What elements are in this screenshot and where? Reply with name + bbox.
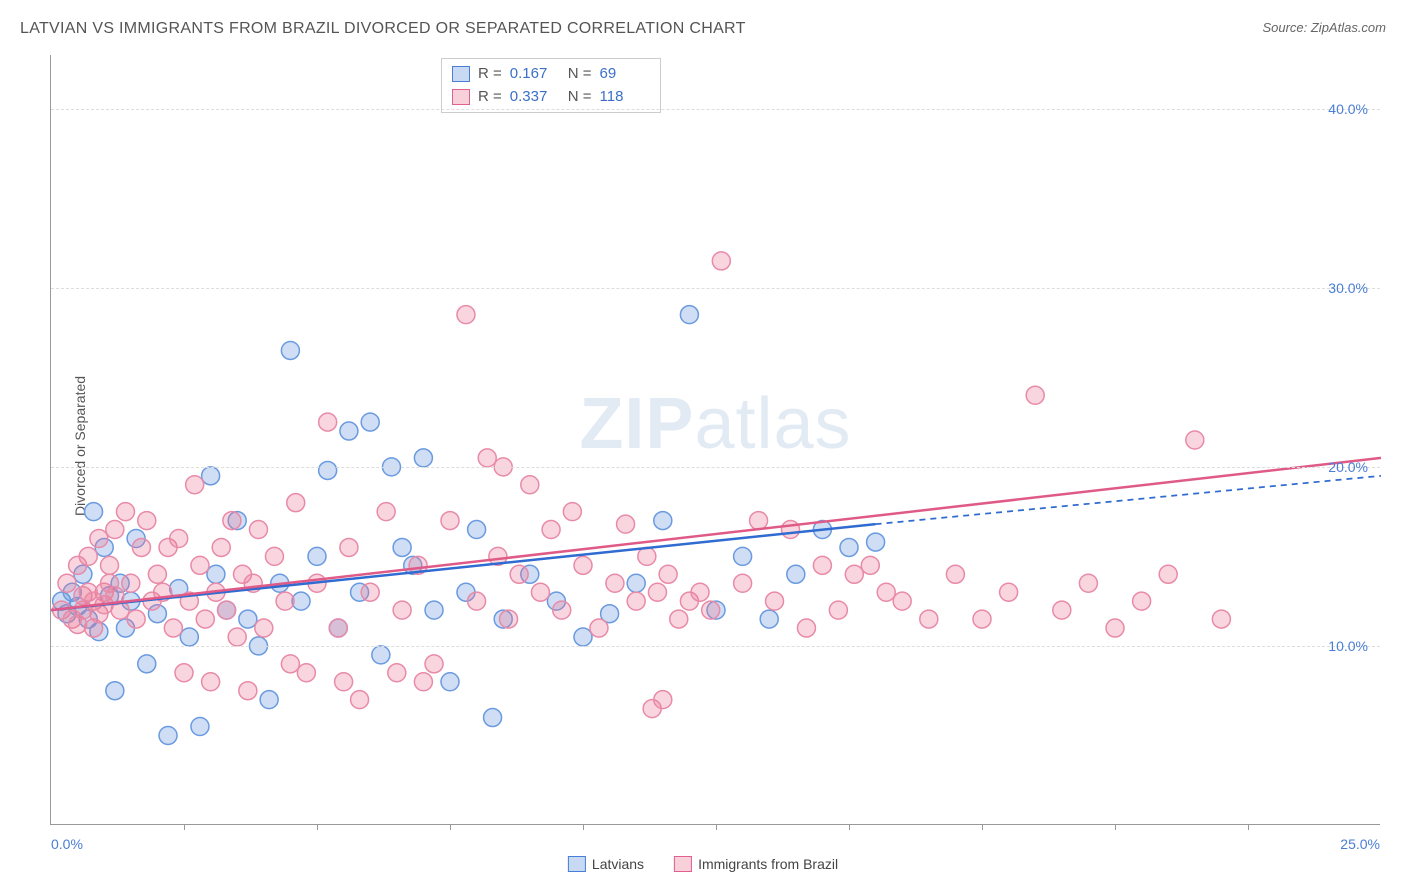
x-axis-min-label: 0.0% xyxy=(51,836,83,852)
source-value: ZipAtlas.com xyxy=(1311,20,1386,35)
stat-n-val: 69 xyxy=(600,63,650,86)
stats-row: R = 0.337 N = 118 xyxy=(452,86,650,109)
stat-r-label: R = xyxy=(478,86,502,109)
bottom-legend: Latvians Immigrants from Brazil xyxy=(568,856,838,872)
swatch-icon xyxy=(452,89,470,105)
stats-row: R = 0.167 N = 69 xyxy=(452,63,650,86)
stats-box: R = 0.167 N = 69 R = 0.337 N = 118 xyxy=(441,58,661,113)
chart-title: LATVIAN VS IMMIGRANTS FROM BRAZIL DIVORC… xyxy=(20,20,746,38)
stat-r-val: 0.337 xyxy=(510,86,560,109)
chart-container: LATVIAN VS IMMIGRANTS FROM BRAZIL DIVORC… xyxy=(0,0,1406,892)
y-tick-label: 10.0% xyxy=(1328,638,1368,654)
stat-n-label: N = xyxy=(568,86,592,109)
swatch-icon xyxy=(568,856,586,872)
swatch-icon xyxy=(674,856,692,872)
y-tick-label: 20.0% xyxy=(1328,459,1368,475)
source-label: Source: xyxy=(1262,20,1310,35)
source-attribution: Source: ZipAtlas.com xyxy=(1262,20,1386,35)
legend-label: Latvians xyxy=(592,856,644,872)
stat-n-label: N = xyxy=(568,63,592,86)
legend-item: Latvians xyxy=(568,856,644,872)
stat-r-val: 0.167 xyxy=(510,63,560,86)
x-axis-max-label: 25.0% xyxy=(1340,836,1380,852)
stat-n-val: 118 xyxy=(600,86,650,109)
legend-item: Immigrants from Brazil xyxy=(674,856,838,872)
y-tick-label: 40.0% xyxy=(1328,101,1368,117)
swatch-icon xyxy=(452,66,470,82)
legend-label: Immigrants from Brazil xyxy=(698,856,838,872)
y-tick-label: 30.0% xyxy=(1328,280,1368,296)
plot-area: ZIPatlas R = 0.167 N = 69 R = 0.337 N = … xyxy=(50,55,1380,825)
stat-r-label: R = xyxy=(478,63,502,86)
plot-svg xyxy=(51,55,1380,824)
